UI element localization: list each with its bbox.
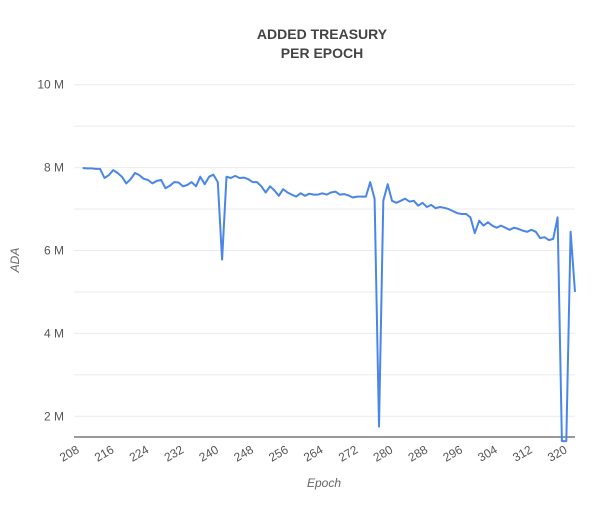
x-tick-label: 320 [545,442,570,464]
chart-title-line-1: ADDED TREASURY [257,26,388,42]
y-tick-label: 8 M [44,161,64,175]
y-tick-label: 6 M [44,244,64,258]
x-tick-label: 296 [441,442,466,464]
x-tick-label: 232 [162,442,187,464]
y-tick-label: 10 M [37,78,64,92]
x-tick-label: 216 [92,442,117,464]
y-axis-ticks: 2 M 4 M 6 M 8 M 10 M [37,78,64,424]
x-tick-label: 224 [127,442,152,464]
chart-title-line-2: PER EPOCH [281,45,363,61]
x-axis-ticks: 208 216 224 232 240 248 256 264 272 280 288 296 304 3… [57,442,570,464]
x-tick-label: 304 [475,442,500,464]
x-tick-label: 264 [301,442,326,464]
gridlines [74,84,575,417]
x-tick-label: 240 [197,442,222,464]
treasury-series-line [82,167,576,443]
x-tick-label: 312 [510,442,535,464]
x-tick-label: 288 [406,442,431,464]
y-axis-label: ADA [8,248,22,274]
y-tick-label: 4 M [44,326,64,340]
x-tick-label: 248 [231,442,256,464]
y-tick-label: 2 M [44,409,64,423]
x-tick-label: 272 [336,442,361,464]
x-tick-label: 208 [57,442,82,464]
x-tick-label: 256 [266,442,291,464]
x-tick-label: 280 [371,442,396,464]
x-axis-label: Epoch [307,476,341,490]
